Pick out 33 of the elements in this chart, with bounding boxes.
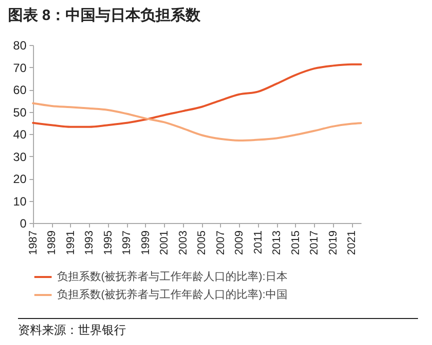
y-tick-label: 70 [13, 60, 27, 75]
x-tick-label: 1993 [84, 230, 96, 255]
x-tick-label: 2007 [214, 230, 227, 255]
x-tick-label: 1987 [28, 230, 40, 255]
y-tick-label: 40 [13, 128, 27, 142]
y-tick-label: 30 [13, 150, 27, 164]
x-tick-label: 2009 [234, 230, 246, 255]
x-tick-label: 2005 [196, 230, 208, 255]
x-tick-label: 2003 [177, 230, 190, 255]
legend-label: 负担系数(被抚养者与工作年龄人口的比率):日本 [57, 270, 288, 283]
x-tick-label: 2017 [308, 230, 321, 255]
x-tick-label: 1991 [64, 230, 77, 255]
y-tick-label: 80 [13, 38, 27, 52]
text: 资料来源：世界银行 [18, 318, 418, 339]
y-tick-label: 20 [13, 172, 27, 186]
y-tick-label: 50 [13, 105, 27, 120]
y-tick-label: 10 [13, 194, 27, 208]
y-tick-label: 60 [13, 83, 27, 97]
x-tick-label: 2021 [346, 230, 358, 255]
x-tick-label: 1989 [46, 230, 58, 255]
x-tick-label: 2015 [290, 230, 302, 255]
y-tick-label: 0 [20, 216, 27, 230]
x-tick-label: 1995 [102, 230, 114, 255]
x-tick-label: 1997 [121, 230, 134, 255]
x-tick-label: 2011 [252, 230, 264, 254]
x-tick-label: 2019 [327, 230, 340, 255]
chart-title: 图表 8：中国与日本负担系数 [8, 6, 201, 25]
line-series [32, 102, 362, 142]
x-tick-label: 1999 [140, 230, 152, 255]
line-series [32, 63, 362, 128]
x-tick-label: 2013 [271, 230, 284, 255]
legend-label: 负担系数(被抚养者与工作年龄人口的比率):中国 [57, 288, 288, 301]
x-tick-label: 2001 [158, 230, 171, 255]
